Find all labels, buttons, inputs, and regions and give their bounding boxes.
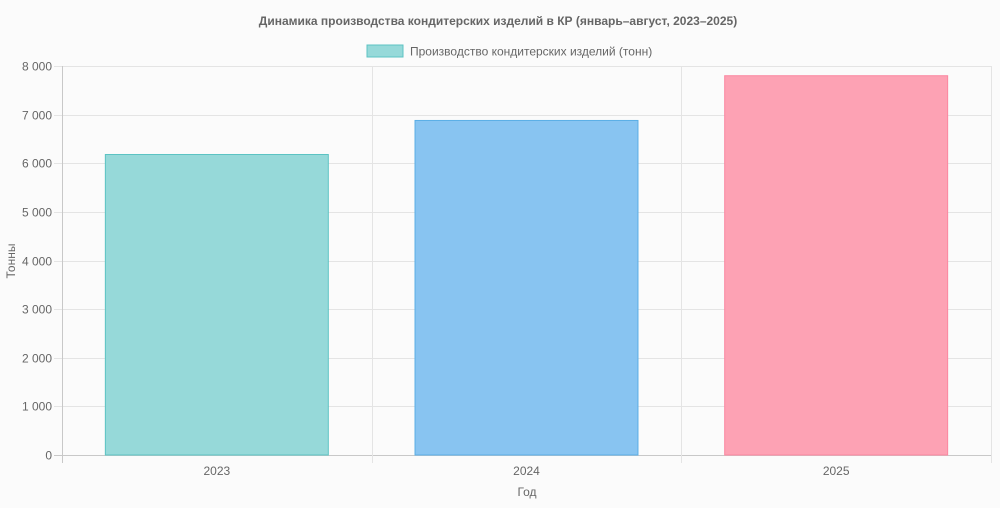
y-tick-label: 7 000 [22,109,52,123]
y-tick-label: 6 000 [22,157,52,171]
legend-label[interactable]: Производство кондитерских изделий (тонн) [410,45,652,59]
x-tick-label: 2023 [203,464,230,478]
legend[interactable]: Производство кондитерских изделий (тонн) [366,44,652,59]
x-axis-ticks: 2023 2024 2025 [203,464,849,478]
y-tick-label: 2 000 [22,352,52,366]
chart-title: Динамика производства кондитерских издел… [259,14,737,28]
y-tick-label: 4 000 [22,255,52,269]
x-tick-label: 2024 [513,464,540,478]
y-tick-label: 3 000 [22,303,52,317]
bar-2023[interactable] [104,153,329,456]
bar-2024[interactable] [414,119,639,456]
y-axis-title: Тонны [4,244,18,279]
y-tick-label: 5 000 [22,206,52,220]
bar-2025[interactable] [724,75,949,456]
bars [104,75,949,456]
legend-swatch[interactable] [366,44,404,58]
y-axis-ticks: 0 1 000 2 000 3 000 4 000 5 000 6 000 7 000 8 00… [22,60,52,463]
y-tick-label: 0 [45,449,52,463]
y-tick-label: 1 000 [22,400,52,414]
x-axis-title: Год [517,485,536,499]
x-tick-label: 2025 [823,464,850,478]
y-tick-label: 8 000 [22,60,52,74]
